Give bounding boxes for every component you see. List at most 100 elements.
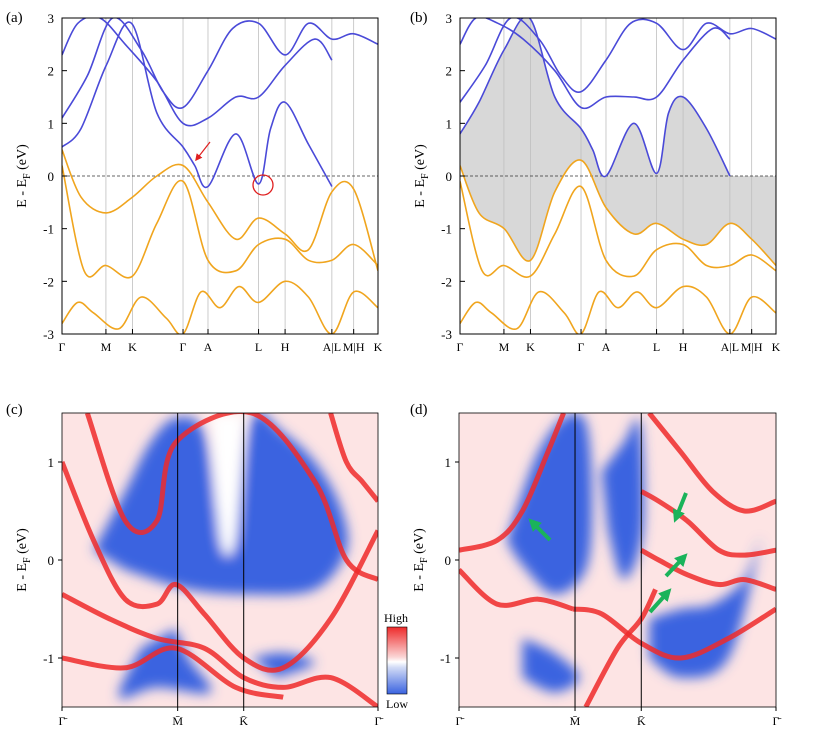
panel-label-c: (c) [6, 402, 23, 418]
k-point-label: H [679, 340, 688, 354]
valence-band-4 [62, 165, 378, 279]
surface-state-2 [84, 413, 378, 582]
ylabel-unit: (eV) [413, 144, 428, 173]
ylabel-unit: (eV) [15, 144, 30, 173]
y-axis-label: E - EF (eV) [15, 528, 33, 592]
surface-state-0 [459, 413, 566, 553]
k-point-label: K [374, 340, 383, 354]
k-point-label: M|H [343, 340, 365, 354]
y-tick-label: -3 [441, 327, 452, 342]
bulk-continuum-mid [601, 418, 644, 580]
k-point-label: Γ [457, 340, 464, 354]
bulk-continuum-upper [93, 413, 348, 595]
green-arrow-1 [528, 518, 552, 542]
surface-state-5 [583, 588, 658, 707]
y-tick-label: 2 [48, 64, 55, 79]
y-tick-label: 1 [48, 116, 55, 131]
k-point-label: M|H [741, 340, 763, 354]
spectral-map [459, 413, 776, 707]
valence-band-4 [460, 181, 776, 278]
panel-label-d: (d) [410, 402, 428, 418]
panel-c-surface-spectrum: 1 0 -1 Γ̄ M̄ K̄ Γ̄ E - EF (eV) [15, 412, 383, 728]
k-point-label: A [204, 340, 213, 354]
y-tick-label: 1 [445, 455, 452, 470]
valence-band-3 [62, 149, 378, 272]
y-tick-label: -1 [441, 222, 452, 237]
conduction-band-0 [460, 18, 731, 178]
k-point-label: Γ [578, 340, 585, 354]
ylabel-sub: F [419, 557, 430, 563]
red-circle-annotation [252, 174, 274, 196]
k-point-label: L [255, 340, 262, 354]
ylabel-sub: F [22, 557, 33, 563]
green-arrow-4 [648, 588, 672, 614]
ylabel-unit: (eV) [412, 528, 427, 557]
y-axis-label: E - EF (eV) [413, 144, 431, 208]
conduction-band-1 [62, 18, 333, 127]
k-point-label: Γ [180, 340, 187, 354]
y-tick-label: 0 [446, 169, 453, 184]
y-tick-label: -1 [440, 651, 451, 666]
plot-area [460, 18, 776, 334]
red-arrow-annotation [195, 141, 211, 162]
conduction-band-2 [62, 18, 378, 119]
gap-shading [460, 18, 776, 266]
k-point-label: Γ [59, 340, 66, 354]
y-tick-label: 1 [446, 116, 453, 131]
green-arrow-3 [664, 553, 688, 578]
y-tick-label: 2 [446, 64, 453, 79]
green-arrows [528, 492, 688, 614]
panel-label-a: (a) [6, 10, 23, 26]
k-point-label: M [101, 340, 112, 354]
colorbar-high-label: High [384, 611, 408, 625]
k-point-label: A|L [721, 340, 739, 354]
ylabel-unit: (eV) [15, 528, 30, 557]
surface-state-2 [640, 548, 776, 592]
y-tick-label: 1 [48, 455, 55, 470]
bulk-continuum-right [649, 537, 761, 678]
k-point-label: K̄ [239, 714, 248, 728]
y-tick-label: -1 [43, 222, 54, 237]
conduction-band-2 [460, 18, 776, 103]
y-tick-label: 0 [445, 553, 452, 568]
ylabel-sub: F [420, 173, 431, 179]
y-tick-label: 0 [48, 169, 55, 184]
surface-state-0 [62, 461, 378, 673]
panel-label-b: (b) [410, 10, 428, 26]
valence-band-3 [460, 159, 776, 267]
ylabel-main: E - E [15, 179, 30, 208]
ylabel-main: E - E [15, 563, 30, 592]
colorbar: High Low [384, 611, 408, 711]
k-point-label: Γ̄ [456, 714, 465, 728]
y-tick-label: 3 [48, 11, 55, 26]
panel-a-band-plot: 3 2 1 0 -1 -2 -3 Γ M K Γ A L H A|L M|H K E - EF (eV) [15, 11, 383, 354]
valence-band-5 [460, 285, 776, 334]
y-tick-label: 3 [446, 11, 453, 26]
k-point-label: Γ̄ [59, 714, 68, 728]
surface-state-4 [459, 567, 574, 612]
k-point-label: Γ̄ [375, 714, 384, 728]
valence-band-5 [62, 280, 378, 334]
panel-d-surface-spectrum: 1 0 -1 Γ̄ M̄ K̄ Γ̄ E - EF (eV) [412, 412, 782, 728]
k-point-label: K [772, 340, 781, 354]
k-point-label: M̄ [172, 714, 183, 728]
plot-area [62, 18, 378, 334]
y-tick-label: -1 [43, 651, 54, 666]
y-tick-label: -3 [43, 327, 54, 342]
bulk-pocket [522, 638, 580, 693]
k-point-label: Γ̄ [773, 714, 782, 728]
surface-state-1 [640, 489, 776, 558]
green-arrow-2 [672, 492, 688, 523]
y-tick-label: 0 [48, 553, 55, 568]
ylabel-main: E - E [412, 563, 427, 592]
k-point-label: A|L [323, 340, 341, 354]
k-point-label: M [499, 340, 510, 354]
k-point-label: L [653, 340, 660, 354]
k-point-label: H [281, 340, 290, 354]
conduction-band-1 [460, 18, 731, 110]
y-axis-label: E - EF (eV) [15, 144, 33, 208]
k-point-label: M̄ [570, 714, 581, 728]
panel-b-band-plot: 3 2 1 0 -1 -2 -3 Γ M K Γ A L H A|L M|H K E - EF (eV) [413, 11, 781, 354]
ylabel-main: E - E [413, 179, 428, 208]
